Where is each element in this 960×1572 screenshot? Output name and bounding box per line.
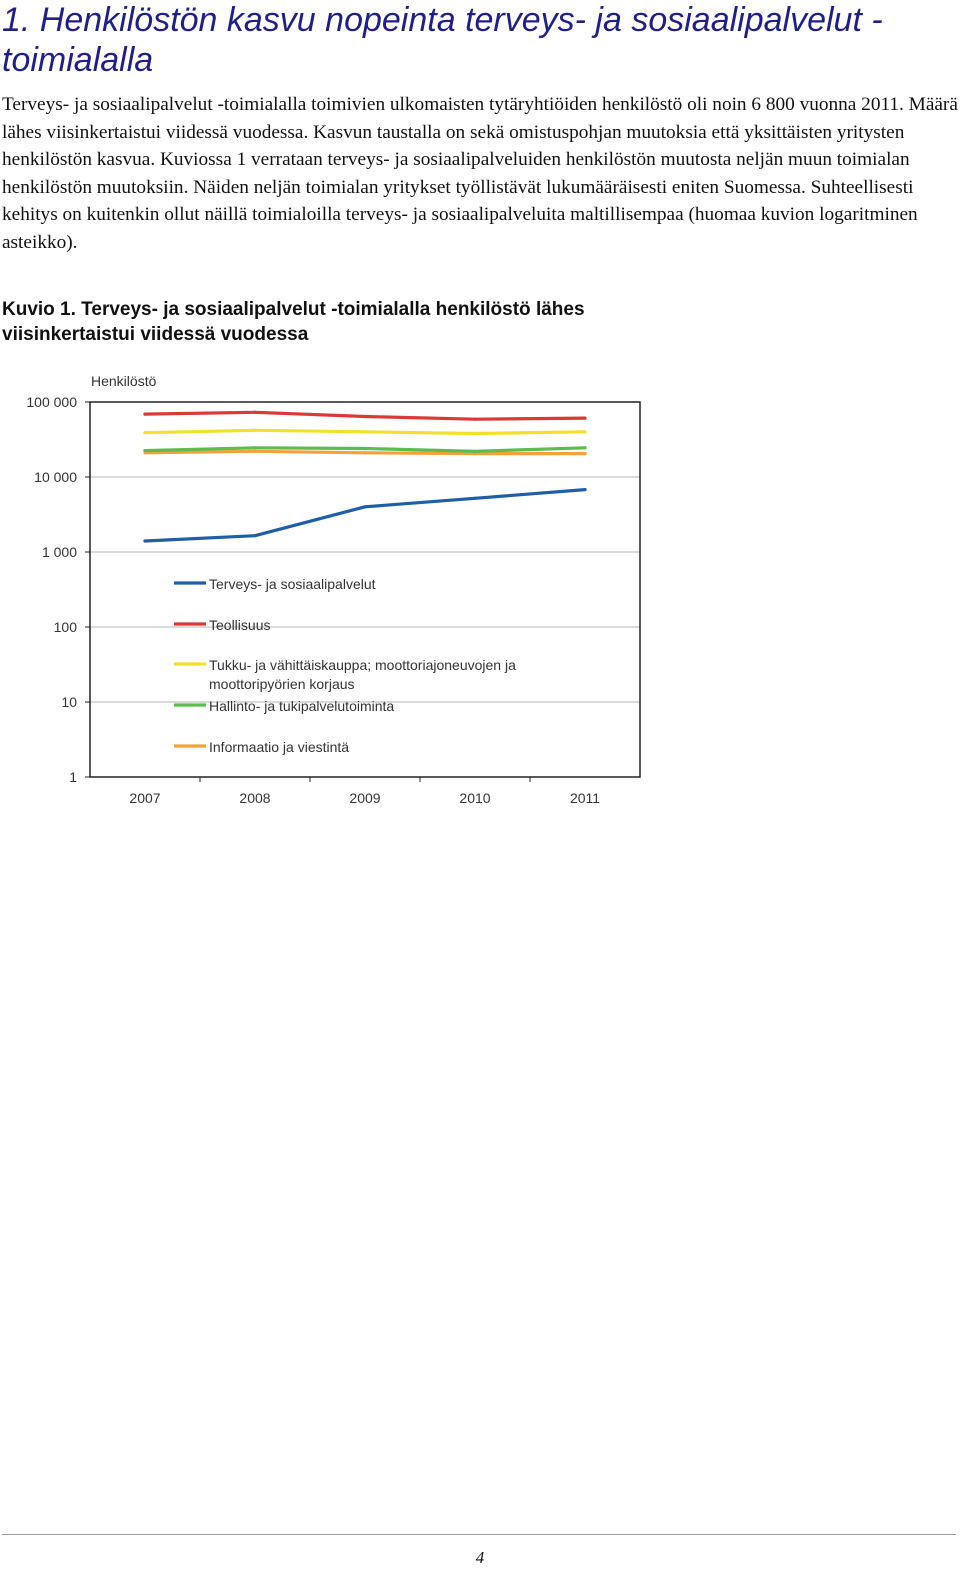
line-chart: 100 000 10 000 1 000 100 10 1 2007 2008 2009 201…: [0, 360, 700, 820]
data-point: [363, 414, 367, 419]
y-tick-label: 10 000: [34, 469, 77, 485]
data-point: [363, 430, 367, 434]
y-tick-label: 100: [54, 619, 78, 635]
grid-lines: [90, 476, 640, 703]
body-paragraph: Terveys- ja sosiaalipalvelut -toimialall…: [2, 94, 958, 253]
data-point: [253, 428, 257, 432]
data-point: [253, 410, 257, 414]
data-point: [473, 417, 477, 421]
legend-label: Informaatio ja viestintä: [209, 739, 349, 755]
plot-frame: [89, 401, 641, 778]
y-tick-label: 10: [61, 694, 77, 710]
data-point: [253, 446, 257, 450]
data-point: [473, 449, 477, 453]
data-point: [143, 412, 147, 416]
y-tick-label: 1: [69, 769, 77, 785]
figure-caption: Kuvio 1. Terveys- ja sosiaalipalvelut -t…: [2, 299, 585, 345]
footer-divider: [2, 1534, 956, 1535]
x-tick-label: 2008: [239, 790, 270, 806]
data-point: [583, 452, 587, 456]
plot-area: [90, 402, 640, 777]
data-point: [143, 431, 147, 435]
x-axis-ticks: 2007 2008 2009 2010 2011: [129, 777, 600, 806]
section-heading: 1. Henkilöstön kasvu nopeinta terveys- j…: [2, 1, 883, 79]
legend-label-line: Tukku- ja vähittäiskauppa; moottoriajone…: [209, 657, 516, 673]
data-point: [253, 534, 257, 538]
data-point: [363, 451, 367, 455]
line-chart-svg: 100 000 10 000 1 000 100 10 1 2007 2008 2009 201…: [26, 373, 641, 806]
x-tick-label: 2009: [349, 790, 380, 806]
y-tick-label: 1 000: [42, 544, 77, 560]
y-tick-label: 100 000: [26, 394, 77, 410]
legend-label: Teollisuus: [209, 617, 270, 633]
series-lines: [143, 410, 587, 543]
legend-label: Tukku- ja vähittäiskauppa; moottoriajone…: [209, 657, 516, 692]
legend-label-line: moottoripyörien korjaus: [209, 676, 355, 692]
y-axis-label: Henkilöstö: [91, 373, 157, 389]
data-point: [143, 539, 147, 543]
page-number: 4: [475, 1548, 485, 1567]
data-point: [473, 496, 477, 500]
data-point: [583, 487, 587, 492]
legend: Terveys- ja sosiaalipalvelut Teollisuus Tu…: [174, 576, 516, 755]
x-tick-label: 2011: [570, 790, 600, 806]
y-axis-ticks: 100 000 10 000 1 000 100 10 1: [26, 394, 90, 785]
legend-label: Hallinto- ja tukipalvelutoiminta: [209, 698, 394, 714]
data-point: [363, 446, 367, 451]
data-point: [363, 505, 367, 509]
x-tick-label: 2010: [459, 790, 490, 806]
data-point: [473, 431, 477, 436]
data-point: [583, 446, 587, 450]
legend-label: Terveys- ja sosiaalipalvelut: [209, 576, 376, 592]
data-point: [253, 449, 257, 453]
data-point: [143, 448, 147, 453]
data-point: [583, 430, 587, 434]
data-point: [583, 416, 587, 420]
x-tick-label: 2007: [129, 790, 160, 806]
